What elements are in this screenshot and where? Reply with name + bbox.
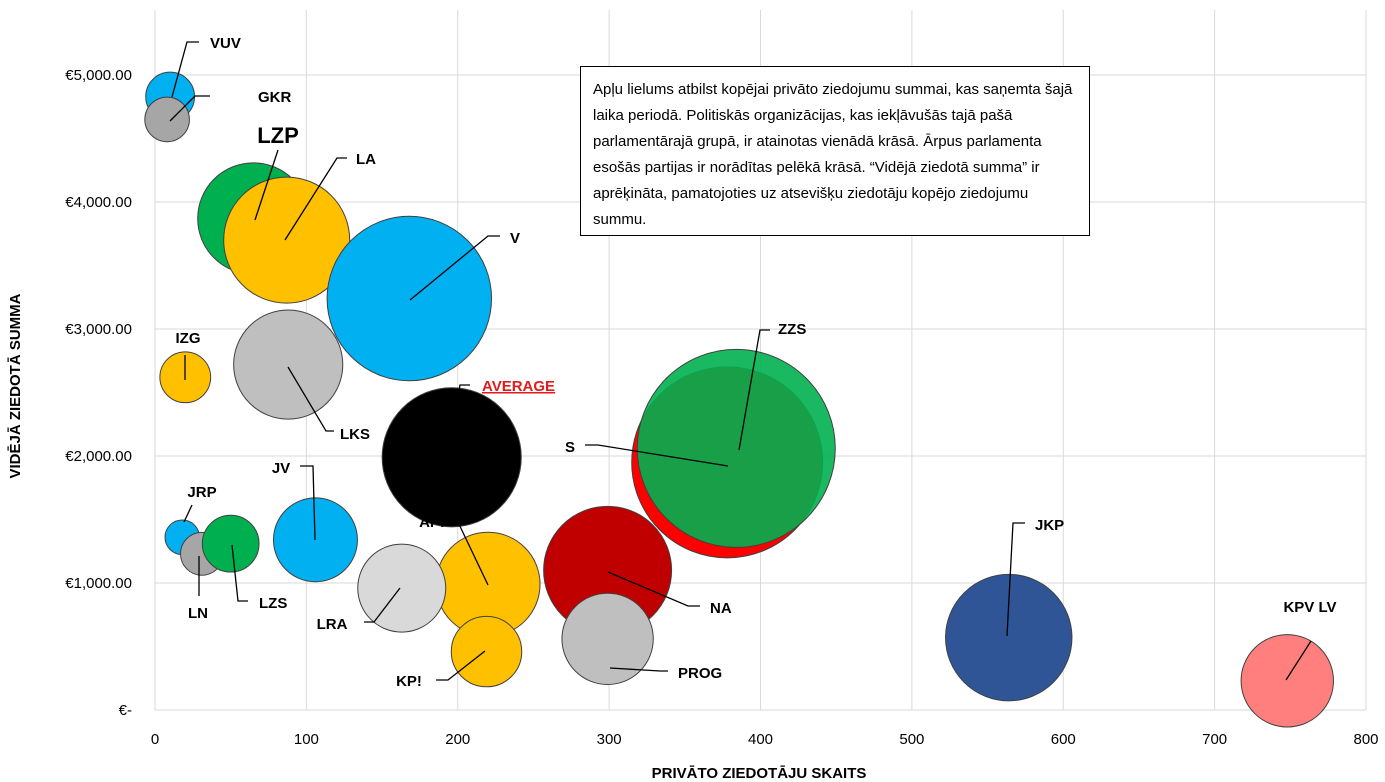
y-tick-label: €5,000.00	[65, 67, 132, 84]
x-tick-label: 400	[748, 731, 773, 748]
x-tick-label: 100	[294, 731, 319, 748]
x-tick-label: 0	[151, 731, 159, 748]
annotation-note: Apļu lielums atbilst kopējai privāto zie…	[580, 66, 1090, 236]
leader-la	[284, 157, 347, 241]
leader-average	[455, 384, 470, 411]
label-zzs: ZZS	[778, 321, 806, 338]
y-tick-label: €3,000.00	[65, 321, 132, 338]
bubble-lra	[357, 543, 447, 633]
label-s: S	[565, 439, 575, 456]
leader-lra	[364, 587, 401, 623]
label-gkr: GKR	[258, 89, 292, 106]
label-lzs: LZS	[259, 595, 287, 612]
bubbles	[144, 71, 1334, 728]
label-lks: LKS	[340, 426, 370, 443]
tick-labels: 0 100 200 300 400 500 600 700 800 €- €1,000.00 €2,0…	[65, 67, 1378, 748]
label-na: NA	[710, 600, 732, 617]
leader-v	[409, 235, 500, 301]
leader-jkp	[1006, 522, 1025, 637]
leader-s	[585, 444, 729, 467]
label-jv: JV	[272, 460, 290, 477]
leader-zzs	[738, 329, 770, 451]
label-average: AVERAGE	[482, 378, 555, 395]
bubble-zzs	[636, 348, 836, 548]
leader-lzp	[254, 149, 279, 221]
x-axis-title: PRIVĀTO ZIEDOTĀJU SKAITS	[652, 765, 867, 782]
label-ap: AP!	[419, 514, 445, 531]
leader-jv	[300, 465, 316, 541]
bubble-labels: VUV GKR LZP LA V IZG LKS AVERAGE S ZZS JV JRP LN LZS A…	[176, 35, 1337, 690]
leader-jrp	[183, 504, 193, 523]
bubble-gkr	[144, 96, 190, 143]
label-vuv: VUV	[210, 35, 241, 52]
leader-gkr	[169, 95, 210, 122]
bubble-kp	[450, 615, 523, 688]
leader-kp	[436, 650, 486, 681]
leader-lines	[169, 41, 1312, 681]
bubble-lks	[233, 309, 344, 420]
x-tick-label: 500	[899, 731, 924, 748]
label-lzp: LZP	[257, 123, 299, 148]
y-tick-label: €2,000.00	[65, 448, 132, 465]
y-tick-label: €-	[119, 702, 132, 719]
label-kp: KP!	[396, 673, 422, 690]
label-jkp: JKP	[1035, 517, 1064, 534]
label-kpv-lv: KPV LV	[1283, 599, 1336, 616]
bubble-average	[381, 387, 522, 528]
label-ln: LN	[188, 605, 208, 622]
bubble-jkp	[945, 573, 1073, 702]
bubble-lzs	[201, 514, 260, 573]
leader-na	[607, 571, 700, 607]
bubble-prog	[561, 592, 654, 686]
bubble-v	[326, 215, 493, 382]
label-izg: IZG	[176, 330, 201, 347]
x-tick-label: 600	[1051, 731, 1076, 748]
y-tick-label: €4,000.00	[65, 194, 132, 211]
leader-ap	[447, 519, 489, 586]
leader-vuv	[171, 41, 199, 98]
x-tick-label: 200	[445, 731, 470, 748]
leader-lzs	[231, 544, 248, 602]
bubble-kpv-lv	[1240, 634, 1334, 728]
label-v: V	[510, 230, 520, 247]
leader-kpv-lv	[1285, 640, 1312, 681]
y-tick-label: €1,000.00	[65, 575, 132, 592]
label-la: LA	[356, 151, 376, 168]
leader-prog	[609, 667, 668, 672]
y-axis-title: VIDĒJĀ ZIEDOTĀ SUMMA	[7, 293, 24, 478]
label-lra: LRA	[317, 616, 348, 633]
label-prog: PROG	[678, 665, 722, 682]
leader-lks	[287, 366, 334, 432]
label-jrp: JRP	[187, 484, 216, 501]
x-tick-label: 700	[1202, 731, 1227, 748]
bubble-la	[223, 176, 351, 304]
x-tick-label: 300	[597, 731, 622, 748]
x-tick-label: 800	[1353, 731, 1378, 748]
